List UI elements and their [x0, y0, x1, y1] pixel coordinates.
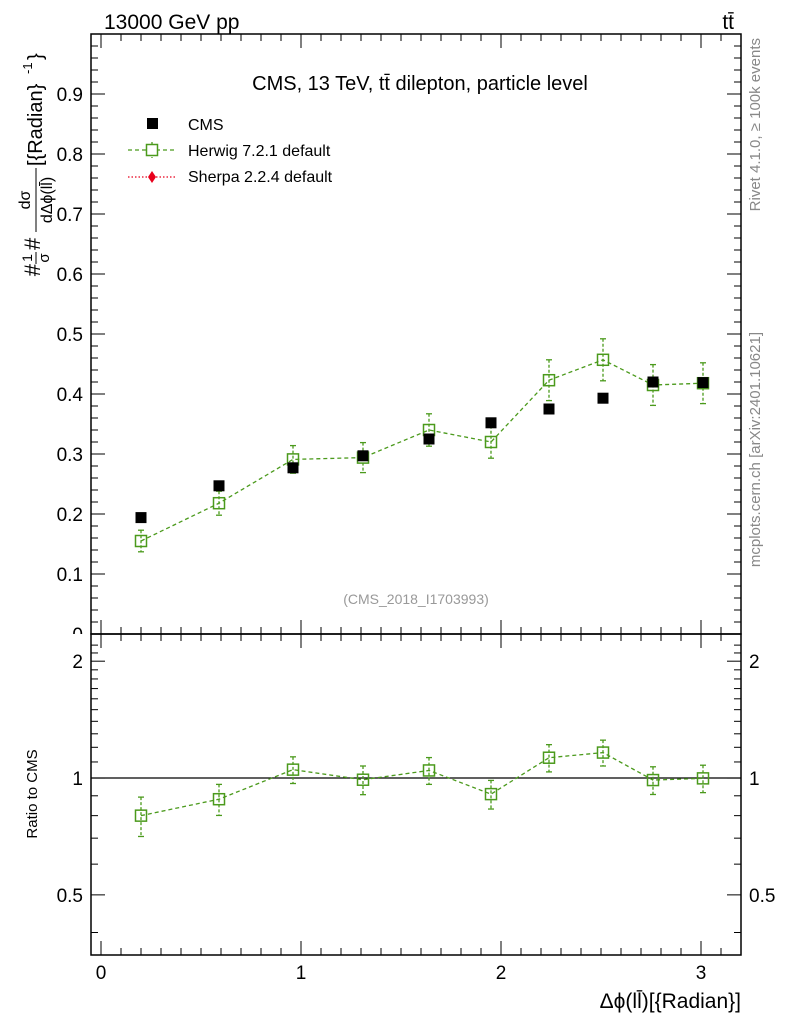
herwig-ratio-point	[696, 772, 710, 785]
y-tick-label: 0.3	[57, 445, 83, 466]
herwig-line	[140, 359, 704, 542]
cms-point	[543, 403, 555, 415]
legend-label-herwig: Herwig 7.2.1 default	[188, 143, 331, 160]
cms-point	[357, 450, 369, 462]
y-tick-label: 0.5	[57, 325, 83, 346]
ratio-panel-frame	[90, 633, 742, 956]
ratio-tick-label-left: 0.5	[57, 886, 83, 907]
ylabel-close: }	[25, 53, 47, 60]
ratio-tick-label-left: 2	[72, 652, 83, 673]
cms-point	[287, 462, 299, 474]
legend-label-sherpa: Sherpa 2.2.4 default	[188, 169, 333, 186]
herwig-ratio-point	[422, 764, 436, 777]
ylabel-frac-num: 1	[19, 254, 35, 262]
y-tick-label: 0.6	[57, 265, 83, 286]
herwig-ratio-point	[646, 773, 660, 787]
herwig-ratio-point	[484, 787, 498, 801]
y-tick-label: 0.7	[57, 205, 83, 226]
main-y-axis-label: # 1 σ # dσ dΔϕ(ll̄) [{Radian} -1 }	[17, 53, 56, 276]
y-tick-label: 0.8	[57, 145, 83, 166]
ylabel-frac-den: σ	[36, 253, 53, 263]
legend-label-cms: CMS	[188, 117, 224, 134]
chart-title: CMS, 13 TeV, tt̄ dilepton, particle leve…	[252, 73, 588, 95]
x-tick-label: 1	[296, 963, 307, 984]
cms-point	[423, 433, 435, 445]
ratio-tick-label-right: 0.5	[749, 886, 775, 907]
herwig-point	[484, 435, 498, 449]
cms-point	[697, 377, 709, 389]
ratio-y-axis-label: Ratio to CMS	[24, 749, 41, 838]
x-tick-label: 0	[96, 963, 107, 984]
ratio-series	[134, 739, 710, 838]
y-tick-label: 0.1	[57, 565, 83, 586]
herwig-ratio-point	[134, 809, 148, 822]
x-axis: 0 1 2 3	[96, 34, 742, 984]
ratio-tick-label-right: 2	[749, 652, 760, 673]
legend-marker-herwig	[145, 143, 159, 157]
ylabel-dnum: dσ	[17, 190, 34, 209]
x-tick-label: 2	[496, 963, 507, 984]
herwig-ratio-line	[140, 751, 704, 817]
cms-point	[135, 512, 147, 524]
cms-point	[485, 417, 497, 429]
main-axes: 0.1 0.2 0.3 0.4 0.5 0.6 0.7 0.8 0.9 0	[57, 33, 741, 646]
watermark: (CMS_2018_I1703993)	[343, 591, 489, 607]
legend: CMS Herwig 7.2.1 default Sherpa 2.2.4 de…	[128, 117, 333, 186]
ylabel-mid: #	[20, 237, 45, 250]
ratio-axes: 0.5 0.5 1 1 2 2	[57, 644, 775, 933]
process-label: tt̄	[722, 11, 734, 34]
y-tick-label: 0.2	[57, 505, 83, 526]
ylabel-suffix: [{Radian}	[25, 83, 47, 166]
herwig-ratio-point	[356, 773, 370, 786]
ratio-tick-label-right: 1	[749, 769, 760, 790]
ylabel-prefix: #	[20, 263, 45, 276]
herwig-ratio-point	[212, 792, 226, 806]
herwig-point	[542, 373, 556, 387]
herwig-ratio-point	[596, 746, 610, 759]
main-series	[134, 338, 710, 553]
ylabel-dden: dΔϕ(ll̄)	[38, 177, 56, 223]
herwig-point	[212, 496, 226, 510]
ratio-tick-label-left: 1	[72, 769, 83, 790]
legend-marker-sherpa	[148, 171, 156, 183]
x-tick-label: 3	[696, 963, 707, 984]
x-axis-label: Δϕ(ll̄)[{Radian}]	[600, 989, 741, 1013]
ylabel-exp: -1	[20, 62, 35, 74]
y-tick-label: 0.9	[57, 85, 83, 106]
beam-label: 13000 GeV pp	[104, 11, 239, 34]
herwig-ratio-point	[542, 751, 556, 764]
herwig-point	[134, 534, 148, 548]
rivet-label: Rivet 4.1.0, ≥ 100k events	[747, 38, 764, 211]
y-tick-label: 0.4	[57, 385, 84, 406]
cms-point	[647, 376, 659, 388]
mcplots-label: mcplots.cern.ch [arXiv:2401.10621]	[747, 332, 764, 567]
y-tick-label-zero: 0	[72, 625, 83, 646]
legend-marker-cms	[147, 118, 158, 129]
herwig-point	[596, 353, 610, 367]
cms-point	[213, 480, 225, 492]
herwig-ratio-point	[286, 763, 300, 776]
cms-point	[597, 392, 609, 404]
